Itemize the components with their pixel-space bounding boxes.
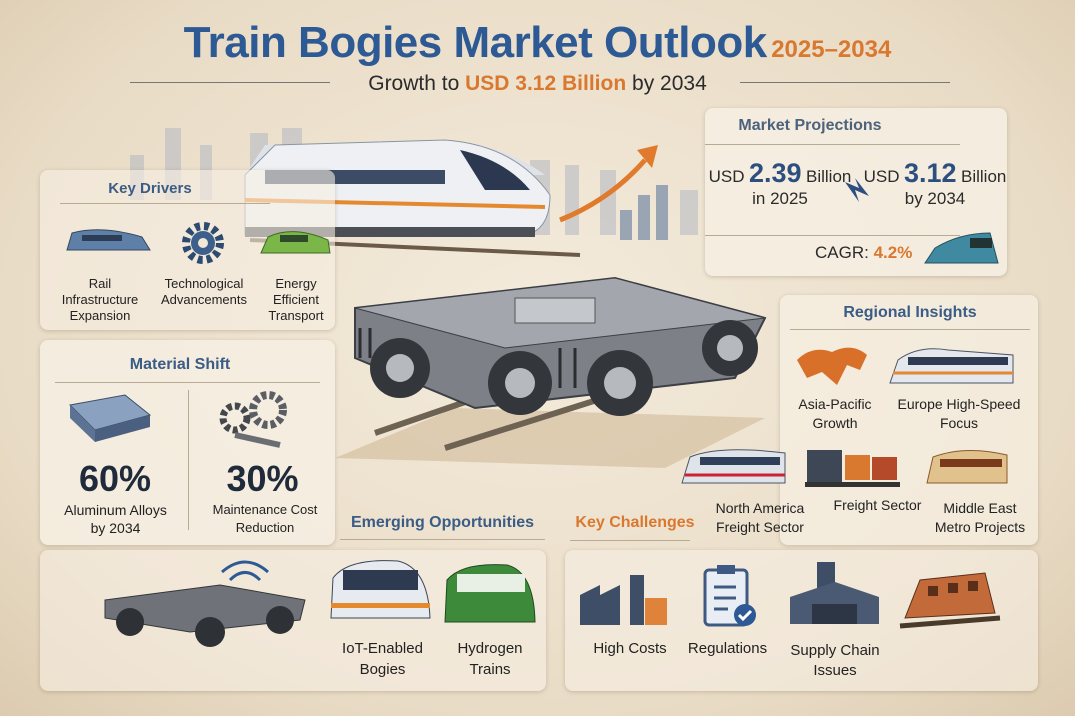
emerging-opportunities-title: Emerging Opportunities <box>350 514 535 531</box>
iot-train-icon <box>330 560 431 619</box>
driver-label: Energy Efficient Transport <box>268 276 324 323</box>
year: by 2034 <box>904 189 966 208</box>
opportunity-label: IoT-Enabled Bogies <box>342 640 423 678</box>
factory-icon <box>580 575 667 625</box>
bogie-illustration <box>335 276 767 468</box>
region-label: Europe High-Speed Focus <box>897 396 1021 431</box>
driver-label: Technological Advancements <box>161 276 247 307</box>
material-shift-panel: Material Shift 60% Aluminum Alloys by 20… <box>40 340 335 545</box>
cagr: CAGR: 4.2% <box>815 243 912 263</box>
year: in 2025 <box>752 189 808 208</box>
region-label: Asia-Pacific Growth <box>798 396 872 431</box>
divider <box>55 382 320 383</box>
region-label: North America Freight Sector <box>715 500 805 535</box>
currency: USD <box>863 167 900 186</box>
warehouse-icon <box>790 562 879 624</box>
asia-map-icon <box>797 347 867 385</box>
region-label: Freight Sector <box>833 497 922 513</box>
end-value: USD 3.12 Billion by 2034 <box>860 158 1010 209</box>
freight-train-icon <box>805 450 900 487</box>
challenge-label: High Costs <box>593 640 667 657</box>
emerging-opportunities-panel: IoT-Enabled Bogies Hydrogen Trains <box>40 550 546 691</box>
divider <box>705 144 960 145</box>
key-challenges-title: Key Challenges <box>575 514 695 531</box>
market-projections-panel: Market Projections USD 2.39 Billion in 2… <box>705 108 1007 276</box>
subtitle-rule-right <box>740 82 950 83</box>
aluminum-label: Aluminum Alloys by 2034 <box>64 502 167 536</box>
region-label: Middle East Metro Projects <box>934 500 1026 535</box>
clipboard-icon <box>703 565 756 627</box>
unit: Billion <box>961 167 1007 186</box>
opportunity-label: Hydrogen Trains <box>457 640 523 678</box>
gear-icon <box>182 222 224 264</box>
subtitle-pre: Growth to <box>368 72 460 95</box>
key-challenges-panel: High Costs Regulations Supply Chain Issu… <box>565 550 1038 691</box>
hydrogen-train-icon <box>444 564 536 623</box>
divider <box>790 329 1030 330</box>
metro-train-icon <box>926 449 1008 484</box>
green-train-icon <box>260 231 331 254</box>
subtitle-post: by 2034 <box>632 72 707 95</box>
subtitle-rule-left <box>130 82 330 83</box>
cagr-value: 4.2% <box>873 243 913 262</box>
wrench-gear-icon <box>219 391 287 448</box>
high-speed-train-icon <box>889 348 1014 384</box>
train-icon <box>66 229 151 251</box>
subtitle-highlight: USD 3.12 Billion <box>465 72 627 95</box>
regional-insights-title: Regional Insights <box>843 304 977 321</box>
maintenance-percent: 30% <box>226 458 299 499</box>
iot-bogie-icon <box>104 560 306 647</box>
page-title: Train Bogies Market Outlook 2025–2034 <box>0 18 1075 68</box>
cagr-label: CAGR: <box>815 243 869 262</box>
regional-insights-panel: Regional Insights Asia-Pacific Growth Eu… <box>780 295 1038 545</box>
title-text: Train Bogies Market Outlook <box>183 18 768 67</box>
aluminum-percent: 60% <box>78 458 152 499</box>
divider <box>705 235 960 236</box>
divider <box>340 539 545 540</box>
unit: Billion <box>806 167 852 186</box>
train-icon <box>681 449 786 484</box>
market-projections-title: Market Projections <box>738 117 882 134</box>
start-value: USD 2.39 Billion in 2025 <box>705 158 855 209</box>
divider-vertical <box>188 390 189 530</box>
divider <box>60 203 270 204</box>
page-subtitle: Growth to USD 3.12 Billion by 2034 <box>0 72 1075 96</box>
damaged-rail-car-icon <box>899 572 1001 629</box>
key-drivers-panel: Key Drivers Rail Infrastructure Expansio… <box>40 170 335 330</box>
divider <box>570 540 690 541</box>
driver-label: Rail Infrastructure Expansion <box>61 276 139 323</box>
material-shift-title: Material Shift <box>129 356 231 373</box>
currency: USD <box>708 167 745 186</box>
value-number: 3.12 <box>903 158 957 188</box>
title-years: 2025–2034 <box>771 36 892 63</box>
value-number: 2.39 <box>748 158 802 188</box>
challenge-label: Regulations <box>687 640 768 657</box>
key-drivers-title: Key Drivers <box>108 180 192 197</box>
arrow-icon <box>845 178 869 202</box>
maintenance-label: Maintenance Cost Reduction <box>212 502 318 535</box>
aluminum-block-icon <box>68 394 152 442</box>
train-icon <box>924 232 999 264</box>
challenge-label: Supply Chain Issues <box>790 642 880 679</box>
